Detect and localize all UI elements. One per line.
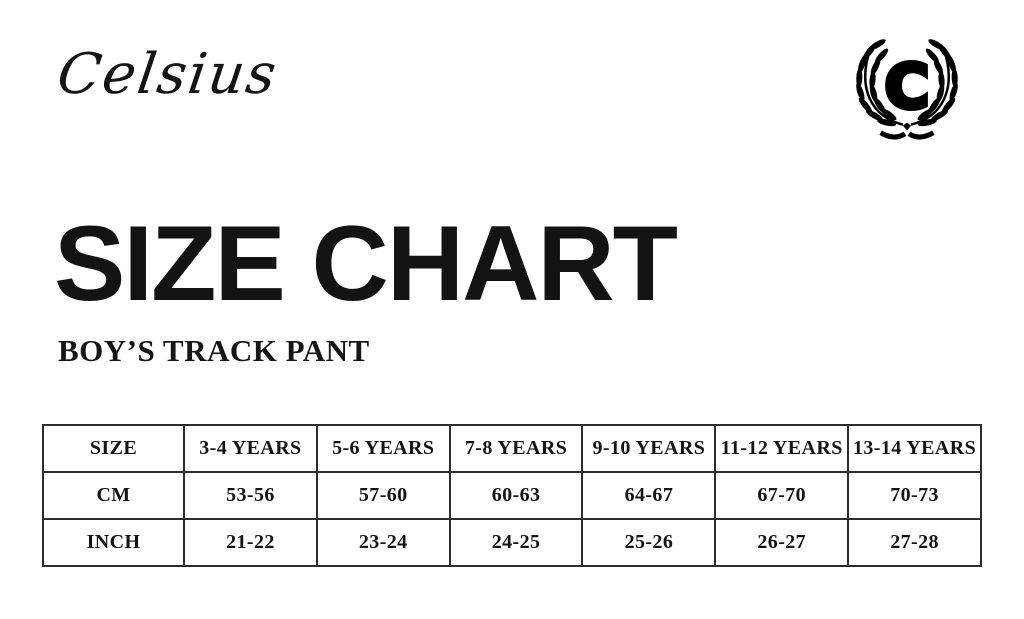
column-header-3-4: 3-4 YEARS	[183, 424, 318, 473]
table-cell: 64-67	[581, 471, 717, 520]
table-cell: 57-60	[315, 471, 451, 520]
table-cell: 27-28	[847, 518, 982, 567]
table-cell: 60-63	[448, 471, 584, 520]
column-header-11-12: 11-12 YEARS	[714, 424, 850, 473]
row-label-inch: INCH	[42, 518, 185, 567]
table-cell: 24-25	[448, 518, 584, 567]
row-label-cm: CM	[42, 471, 185, 520]
table-row-cm: CM 53-56 57-60 60-63 64-67 67-70 70-73	[42, 471, 982, 520]
table-cell: 25-26	[581, 518, 717, 567]
logo-letter-c: C	[885, 52, 930, 122]
page-subtitle: BOY’S TRACK PANT	[58, 333, 370, 368]
table-row-inch: INCH 21-22 23-24 24-25 25-26 26-27 27-28	[42, 518, 982, 567]
table-cell: 21-22	[183, 518, 318, 567]
column-header-size: SIZE	[42, 424, 185, 473]
table-cell: 53-56	[183, 471, 318, 520]
column-header-7-8: 7-8 YEARS	[448, 424, 584, 473]
laurel-branch-left	[856, 39, 904, 127]
page-title: SIZE CHART	[54, 203, 678, 323]
table-cell: 26-27	[714, 518, 850, 567]
table-header-row: SIZE 3-4 YEARS 5-6 YEARS 7-8 YEARS 9-10 …	[42, 424, 982, 473]
laurel-wreath-c-logo-icon: C	[856, 39, 958, 140]
ribbon	[879, 122, 935, 140]
laurel-branch-right	[910, 39, 958, 127]
table-cell: 70-73	[847, 471, 982, 520]
column-header-9-10: 9-10 YEARS	[581, 424, 717, 473]
table-cell: 23-24	[315, 518, 451, 567]
column-header-13-14: 13-14 YEARS	[847, 424, 982, 473]
size-table: SIZE 3-4 YEARS 5-6 YEARS 7-8 YEARS 9-10 …	[42, 424, 982, 567]
table-cell: 67-70	[714, 471, 850, 520]
column-header-5-6: 5-6 YEARS	[315, 424, 451, 473]
brand-wordmark: Celsius	[53, 42, 282, 107]
